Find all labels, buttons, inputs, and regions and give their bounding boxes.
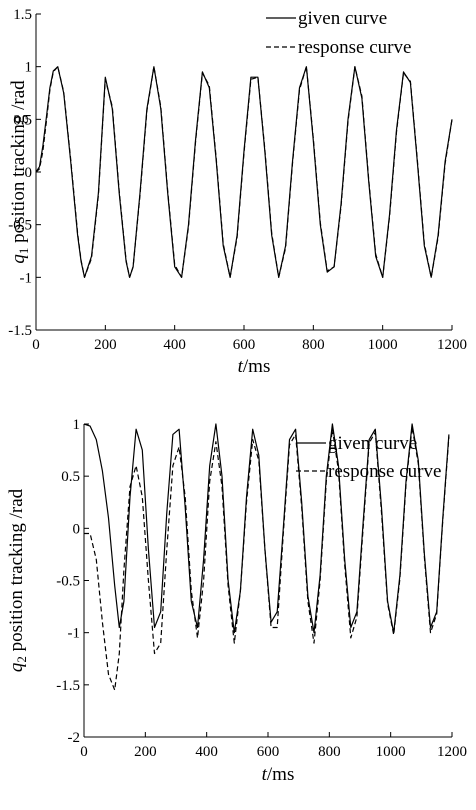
y-tick-label: 0.5 (13, 112, 32, 128)
x-tick-label: 800 (318, 744, 341, 760)
x-tick-label: 1200 (437, 744, 467, 760)
y-axis-text: position tracking /rad (6, 488, 27, 656)
y-tick-label: -2 (68, 730, 81, 746)
y-tick-label: -1.5 (56, 678, 80, 694)
x-tick-label: 600 (233, 337, 256, 353)
y-tick-label: -1 (68, 626, 81, 642)
x-tick-label: 0 (80, 744, 88, 760)
x-tick-label: 400 (163, 337, 186, 353)
x-tick-label: 0 (32, 337, 40, 353)
x-tick-label: 600 (257, 744, 280, 760)
legend-label: response curve (328, 461, 441, 482)
x-axis-var: t (238, 356, 244, 377)
y-tick-label: 1 (25, 60, 33, 76)
x-tick-label: 400 (195, 744, 218, 760)
chart-2: 0 200 400 600 800 1000 1200 1 0.5 0 -0.5 -1 -1.5 -2 gi… (6, 417, 467, 785)
y-tick-label: -1 (20, 270, 33, 286)
x-tick-label: 200 (94, 337, 117, 353)
legend-label: given curve (328, 433, 417, 454)
y-axis-subscript: 1 (16, 248, 31, 255)
y-tick-label: 0.5 (61, 469, 80, 485)
y-axis-text: position tracking /rad (8, 80, 29, 248)
x-axis-label: t/ms (238, 356, 271, 377)
y-axis-label: q1 position tracking /rad (8, 80, 31, 264)
y-axis-var: q (8, 254, 29, 264)
x-tick-label: 1000 (376, 744, 406, 760)
y-axis-label: q2 position tracking /rad (6, 488, 29, 672)
y-tick-label: -0.5 (56, 574, 80, 590)
y-tick-label: 0 (73, 521, 81, 537)
x-axis-unit: /ms (267, 764, 294, 785)
legend-label: given curve (298, 8, 387, 29)
x-axis-label: t/ms (262, 764, 295, 785)
y-tick-label: -0.5 (8, 218, 32, 234)
legend-label: response curve (298, 37, 411, 58)
y-tick-label: -1.5 (8, 323, 32, 339)
x-tick-label: 1000 (368, 337, 398, 353)
x-tick-label: 800 (302, 337, 325, 353)
x-tick-label: 200 (134, 744, 157, 760)
series-given-line (83, 423, 450, 634)
y-axis-var: q (6, 662, 27, 672)
series-response-line (35, 66, 453, 278)
y-axis-subscript: 2 (14, 656, 29, 663)
y-tick-label: 1 (73, 417, 81, 433)
x-axis-var: t (262, 764, 268, 785)
x-axis-unit: /ms (243, 356, 270, 377)
x-tick-label: 1200 (437, 337, 467, 353)
chart-1: 0 200 400 600 800 1000 1200 1.5 1 0.5 0 -0.5 -1 -1.5 g… (8, 7, 467, 377)
y-tick-label: 1.5 (13, 7, 32, 23)
series-given-line (35, 66, 453, 278)
y-tick-label: 0 (25, 165, 33, 181)
